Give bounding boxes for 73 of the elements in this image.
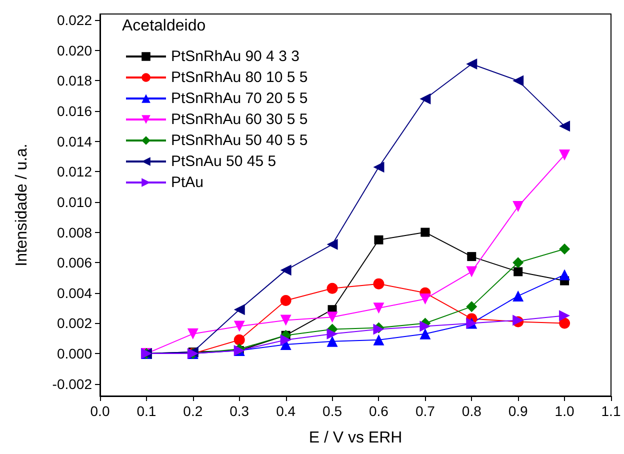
x-tick-label: 0.2 bbox=[183, 403, 203, 419]
point bbox=[420, 93, 431, 104]
y-tick-label: 0.012 bbox=[56, 164, 92, 180]
x-tick-label: 0.3 bbox=[230, 403, 250, 419]
point bbox=[559, 120, 570, 132]
x-tick-label: 1.0 bbox=[554, 403, 574, 419]
point bbox=[512, 290, 524, 302]
point bbox=[326, 336, 338, 347]
point bbox=[326, 312, 338, 323]
point bbox=[467, 252, 476, 262]
point bbox=[234, 320, 245, 332]
y-tick-label: 0.004 bbox=[56, 284, 92, 301]
y-tick-label: 0.014 bbox=[56, 133, 92, 150]
point bbox=[514, 267, 523, 276]
x-tick-label: 0.8 bbox=[462, 403, 482, 419]
point bbox=[559, 269, 570, 280]
x-tick-label: 0.6 bbox=[368, 403, 389, 419]
legend-label: PtSnRhAu 50 40 5 5 bbox=[171, 132, 308, 149]
point bbox=[420, 320, 431, 332]
x-tick-label: 1.1 bbox=[601, 403, 621, 419]
point bbox=[559, 310, 570, 322]
x-tick-label: 0.0 bbox=[90, 403, 110, 419]
point bbox=[373, 162, 384, 173]
legend-label: PtSnRhAu 70 20 5 5 bbox=[171, 90, 308, 107]
point bbox=[466, 266, 478, 278]
legend-label: PtSnRhAu 90 4 3 3 bbox=[171, 48, 300, 65]
point bbox=[466, 58, 478, 70]
point bbox=[326, 238, 338, 250]
legend-title: Acetaldeido bbox=[122, 18, 206, 34]
point bbox=[512, 257, 524, 268]
point bbox=[559, 318, 570, 329]
x-tick-label: 0.4 bbox=[276, 403, 296, 419]
point bbox=[280, 314, 292, 326]
point bbox=[326, 328, 338, 340]
point bbox=[234, 334, 245, 346]
y-tick-label: 0.016 bbox=[56, 103, 92, 120]
y-tick-label: 0.000 bbox=[56, 346, 92, 362]
point bbox=[420, 328, 431, 340]
x-tick-label: 0.5 bbox=[322, 403, 342, 419]
point bbox=[373, 278, 384, 290]
point bbox=[374, 235, 384, 244]
point bbox=[559, 149, 570, 160]
point bbox=[512, 201, 524, 212]
x-tick-label: 0.9 bbox=[508, 403, 528, 419]
point bbox=[420, 293, 431, 304]
legend-label: PtSnRhAu 60 30 5 5 bbox=[171, 111, 308, 128]
y-tick-label: -0.002 bbox=[52, 376, 92, 392]
point bbox=[466, 301, 478, 312]
legend-label: PtSnAu 50 45 5 bbox=[171, 153, 276, 170]
y-tick-label: 0.008 bbox=[56, 224, 92, 240]
x-tick-label: 0.7 bbox=[415, 403, 436, 419]
point bbox=[373, 302, 384, 314]
point bbox=[280, 264, 292, 276]
point bbox=[326, 282, 338, 294]
point bbox=[373, 334, 384, 346]
x-axis-title: E / V vs ERH bbox=[308, 430, 402, 446]
point bbox=[280, 295, 292, 306]
point bbox=[512, 75, 524, 86]
point bbox=[234, 304, 245, 316]
y-tick-label: 0.022 bbox=[56, 12, 92, 28]
y-tick-label: 0.002 bbox=[56, 315, 92, 332]
y-axis-title: Intensidade / u.a. bbox=[14, 144, 30, 266]
legend-label: PtSnRhAu 80 10 5 5 bbox=[171, 69, 308, 86]
y-tick-label: 0.020 bbox=[56, 42, 92, 58]
y-tick-label: 0.006 bbox=[56, 254, 92, 271]
point bbox=[559, 243, 570, 254]
x-tick-label: 0.1 bbox=[136, 403, 156, 419]
legend-label: PtAu bbox=[171, 174, 204, 191]
y-tick-label: 0.010 bbox=[56, 194, 92, 210]
point bbox=[420, 228, 430, 237]
point bbox=[187, 328, 198, 340]
point bbox=[280, 334, 292, 346]
y-tick-label: 0.018 bbox=[56, 72, 92, 89]
